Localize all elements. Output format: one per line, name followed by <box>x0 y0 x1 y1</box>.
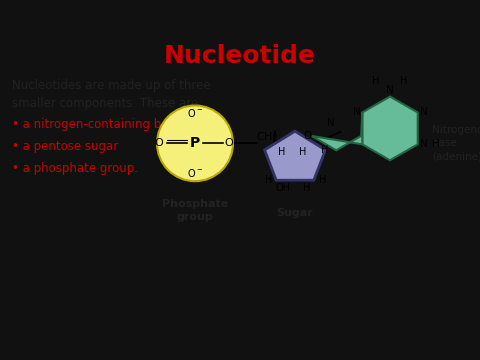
Text: Sugar: Sugar <box>276 208 313 218</box>
Text: H: H <box>321 145 328 155</box>
Text: O$^-$: O$^-$ <box>187 167 203 179</box>
Text: H: H <box>319 175 327 185</box>
Text: N: N <box>327 118 335 129</box>
Text: N: N <box>352 108 360 117</box>
Text: H: H <box>432 139 439 149</box>
Text: Nucleotide: Nucleotide <box>164 44 316 68</box>
Text: CH$_2$: CH$_2$ <box>256 130 278 144</box>
Text: N: N <box>386 85 394 95</box>
Text: Phosphate
group: Phosphate group <box>162 199 228 221</box>
Text: OH: OH <box>276 183 290 193</box>
Text: Nucleotides are made up of three
smaller components. These are:: Nucleotides are made up of three smaller… <box>12 78 211 109</box>
Polygon shape <box>264 131 325 180</box>
Text: P: P <box>190 136 200 150</box>
Text: O: O <box>155 138 163 148</box>
Polygon shape <box>362 96 418 160</box>
Text: Nitrogenous
base
(adenine): Nitrogenous base (adenine) <box>432 125 480 162</box>
Ellipse shape <box>157 105 233 181</box>
Text: N: N <box>420 139 428 149</box>
Text: O: O <box>225 138 233 148</box>
Text: H: H <box>278 147 286 157</box>
Text: • a pentose sugar: • a pentose sugar <box>12 140 118 153</box>
Text: H: H <box>265 175 273 185</box>
Text: H: H <box>400 76 408 86</box>
Text: • a phosphate group.: • a phosphate group. <box>12 162 138 175</box>
Text: • a nitrogen-containing base: • a nitrogen-containing base <box>12 118 182 131</box>
Text: H: H <box>372 76 380 86</box>
Text: O$^-$: O$^-$ <box>187 107 203 120</box>
Polygon shape <box>312 112 362 150</box>
Text: N: N <box>420 108 428 117</box>
Text: O: O <box>303 131 311 141</box>
Text: H: H <box>303 183 311 193</box>
Text: H: H <box>300 147 307 157</box>
